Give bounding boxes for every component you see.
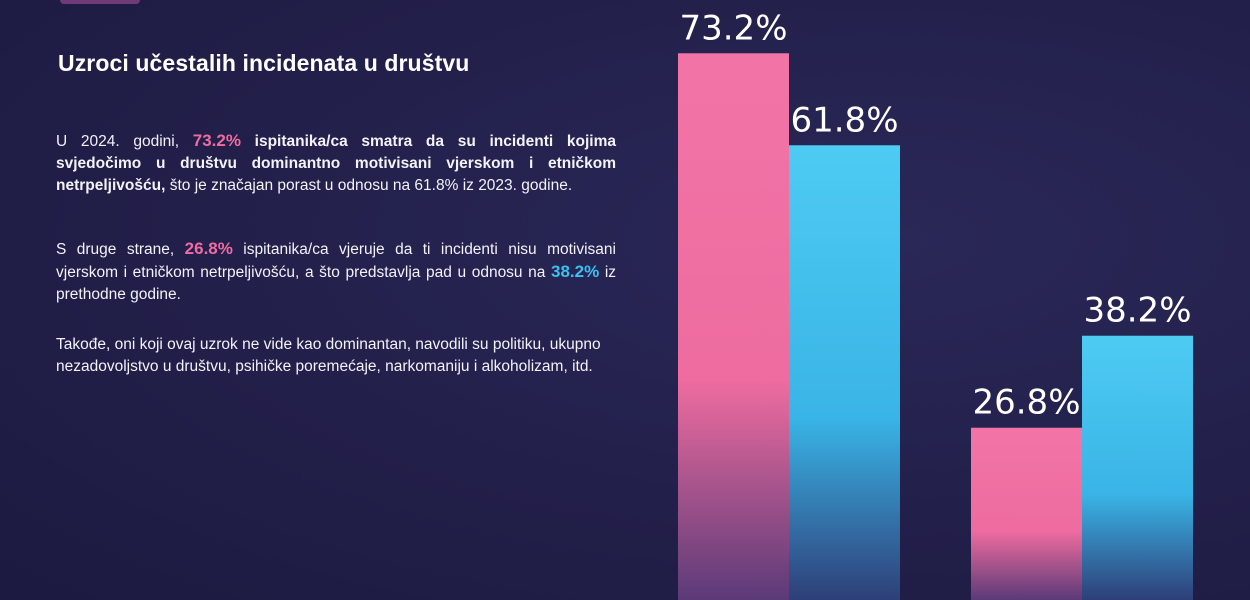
bar-label-2023-2: 38.2% (1083, 291, 1191, 331)
top-decoration (60, 0, 140, 4)
bar-2023-2 (1082, 335, 1193, 600)
p2-value-2024: 26.8% (184, 239, 233, 258)
paragraph-1: U 2024. godini, 73.2% ispitanika/ca smat… (56, 130, 616, 197)
p2-value-2023: 38.2% (551, 262, 600, 281)
p1-bold-text: ispitanika/ca smatra da su incidenti koj… (56, 133, 617, 194)
page-title: Uzroci učestalih incidenata u društvu (58, 50, 470, 76)
bar-label-2024-1: 73.2% (679, 8, 787, 48)
p2-text-end: iz prethodne godine. (56, 264, 617, 303)
bar-2024-1 (678, 53, 789, 600)
paragraph-2: S druge strane, 26.8% ispitanika/ca vjer… (56, 238, 616, 306)
p2-text: S druge strane, (56, 241, 185, 258)
p2-text-mid: ispitanika/ca vjeruje da ti incidenti ni… (56, 241, 616, 281)
p1-value-2024: 73.2% (192, 131, 241, 150)
paragraph-3: Takođe, oni koji ovaj uzrok ne vide kao … (56, 336, 601, 375)
bar-2024-2 (971, 427, 1082, 600)
p1-text: U 2024. godini, (56, 133, 193, 150)
bar-2023-1 (789, 145, 900, 600)
bar-label-2024-2: 26.8% (972, 383, 1080, 423)
bar-label-2023-1: 61.8% (790, 100, 898, 140)
p1-text-end: što je značajan porast u odnosu na 61.8%… (165, 177, 573, 194)
